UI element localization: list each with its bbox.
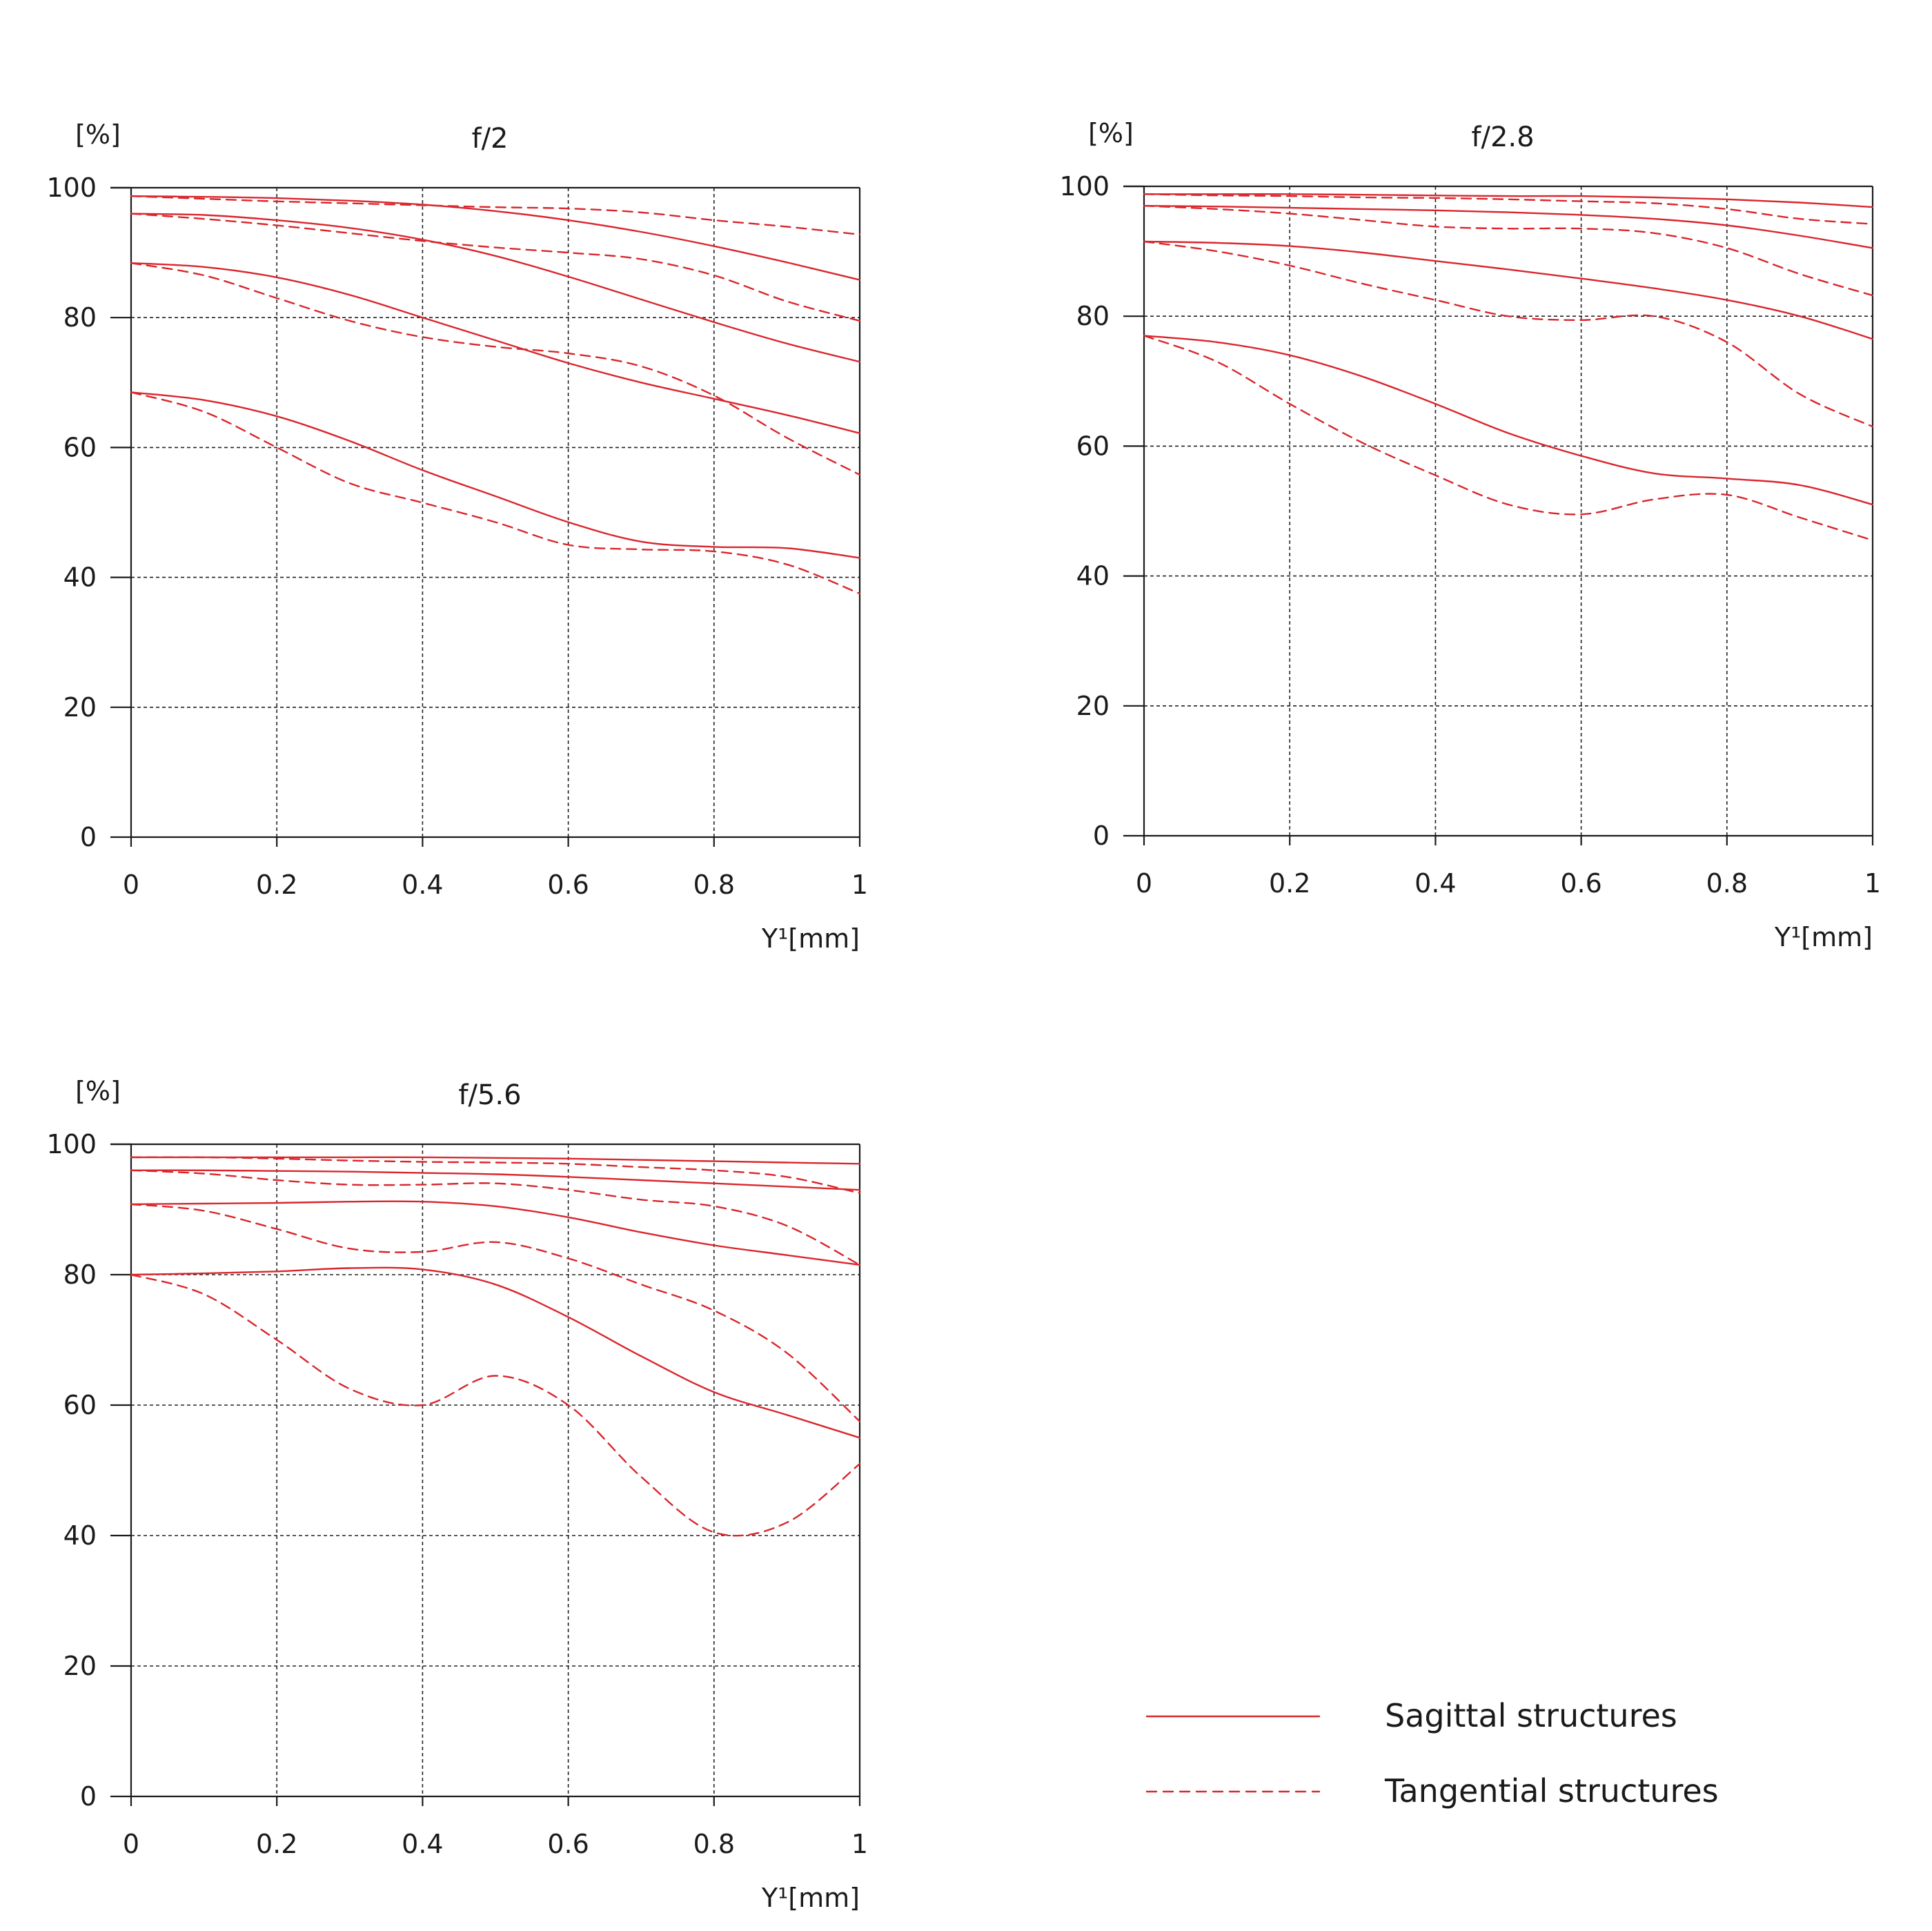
sagittal-curve-6	[1143, 335, 1874, 506]
y-tick-label: 80	[1076, 301, 1110, 331]
x-tick-label: 0.2	[1269, 868, 1310, 899]
y-tick-label: 80	[63, 1259, 97, 1290]
x-axis-label: Y¹[mm]	[761, 923, 860, 954]
tangential-curve-1	[130, 195, 861, 235]
y-tick-label: 0	[1093, 821, 1110, 851]
y-tick-label: 40	[1076, 561, 1110, 591]
x-tick-label: 0.6	[1560, 868, 1601, 899]
y-tick-label: 60	[63, 1390, 97, 1420]
sagittal-curve-4	[130, 262, 861, 434]
x-tick-label: 0.8	[1706, 868, 1748, 899]
x-tick-label: 0	[123, 1829, 139, 1859]
y-axis-label: [%]	[1088, 118, 1134, 148]
legend-sagittal-label: Sagittal structures	[1385, 1697, 1677, 1734]
tangential-curve-3	[130, 1169, 861, 1266]
y-tick-label: 0	[80, 1781, 97, 1812]
sagittal-curve-2	[130, 1169, 861, 1191]
tangential-curve-3	[130, 213, 861, 322]
x-tick-label: 0	[123, 870, 139, 900]
chart-title: f/2.8	[1471, 121, 1534, 153]
y-axis-label: [%]	[75, 1076, 121, 1106]
y-tick-label: 100	[1059, 171, 1110, 202]
tangential-curve-7	[130, 391, 861, 595]
y-tick-label: 20	[63, 1651, 97, 1681]
x-tick-label: 0.4	[402, 1829, 443, 1859]
tangential-curve-5	[130, 1203, 861, 1422]
x-tick-label: 0.4	[1414, 868, 1456, 899]
x-tick-label: 0.2	[256, 870, 297, 900]
y-tick-label: 60	[63, 432, 97, 462]
y-tick-label: 60	[1076, 431, 1110, 461]
sagittal-curve-6	[130, 1266, 861, 1439]
x-tick-label: 0.8	[693, 870, 735, 900]
tangential-curve-7	[130, 1273, 861, 1537]
y-tick-label: 100	[46, 1129, 97, 1159]
y-tick-label: 20	[63, 692, 97, 723]
x-tick-label: 1	[1864, 868, 1881, 899]
x-tick-label: 1	[851, 870, 868, 900]
chart-f5-6: 0 0.2 0.4 0.6 0.8 1 0 20 40 60 80 100 f/5.6 [%] Y¹[mm]	[46, 1076, 868, 1913]
legend: Sagittal structures Tangential structure…	[1145, 1697, 1719, 1810]
y-axis-label: [%]	[75, 119, 121, 150]
x-axis-label: Y¹[mm]	[1774, 922, 1873, 952]
tangential-curve-3	[1143, 205, 1874, 297]
y-tick-label: 40	[63, 1520, 97, 1551]
sagittal-curve-2	[130, 213, 861, 363]
x-tick-label: 0.6	[547, 870, 589, 900]
sagittal-curve-2	[1143, 205, 1874, 249]
x-tick-label: 0	[1136, 868, 1152, 899]
chart-f2-8: 0 0.2 0.4 0.6 0.8 1 0 20 40 60 80 100 f/2.8 [%] Y¹[mm]	[1059, 118, 1881, 952]
tangential-curve-1	[1143, 193, 1874, 225]
y-tick-label: 0	[80, 822, 97, 852]
x-tick-label: 0.8	[693, 1829, 735, 1859]
tangential-curve-7	[1143, 335, 1874, 541]
sagittal-curve-6	[130, 391, 861, 559]
chart-title: f/2	[471, 123, 508, 155]
chart-title: f/5.6	[458, 1079, 521, 1111]
x-axis-label: Y¹[mm]	[761, 1883, 860, 1913]
x-tick-label: 0.2	[256, 1829, 297, 1859]
sagittal-curve-0	[1143, 193, 1874, 208]
x-tick-label: 1	[851, 1829, 868, 1859]
sagittal-curve-0	[130, 1156, 861, 1165]
tangential-curve-5	[1143, 240, 1874, 428]
sagittal-curve-4	[1143, 240, 1874, 340]
y-tick-label: 20	[1076, 691, 1110, 721]
legend-tangential-label: Tangential structures	[1384, 1772, 1719, 1810]
y-tick-label: 100	[46, 173, 97, 203]
y-tick-label: 80	[63, 302, 97, 333]
sagittal-curve-0	[130, 195, 861, 281]
sagittal-curve-4	[130, 1200, 861, 1266]
chart-f2: 0 0.2 0.4 0.6 0.8 1 0 20 40 60 80 100 f/2 [%] Y¹[mm]	[46, 119, 868, 954]
x-tick-label: 0.6	[547, 1829, 589, 1859]
tangential-curve-1	[130, 1156, 861, 1195]
tangential-curve-5	[130, 262, 861, 476]
x-tick-label: 0.4	[402, 870, 443, 900]
y-tick-label: 40	[63, 562, 97, 593]
